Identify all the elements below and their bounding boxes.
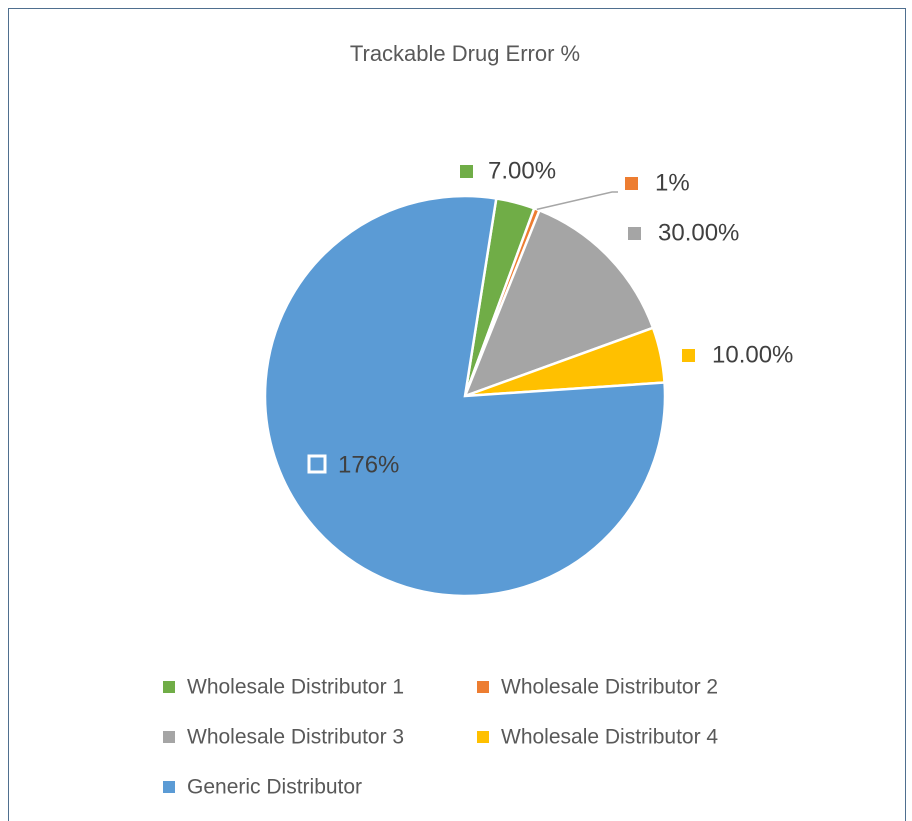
data-label: 7.00% — [488, 157, 556, 184]
legend-label: Wholesale Distributor 3 — [187, 726, 404, 749]
data-label: 176% — [338, 451, 399, 478]
label-marker — [307, 454, 327, 474]
data-labels: 7.00% 1% 30.00% 10.00% 176% — [307, 157, 793, 478]
data-label: 10.00% — [712, 341, 793, 368]
legend: Wholesale Distributor 1 Wholesale Distrib… — [163, 676, 718, 799]
legend-swatch — [163, 781, 175, 793]
data-label: 1% — [655, 169, 690, 196]
pie — [263, 194, 667, 598]
legend-label: Wholesale Distributor 4 — [501, 726, 718, 749]
pie-slice — [263, 194, 667, 598]
legend-label: Wholesale Distributor 1 — [187, 676, 404, 699]
label-marker — [460, 165, 473, 178]
label-marker — [682, 349, 695, 362]
legend-label: Generic Distributor — [187, 776, 362, 799]
label-marker — [625, 177, 638, 190]
pie-slice — [462, 208, 655, 399]
legend-swatch — [477, 681, 489, 693]
chart-title: Trackable Drug Error % — [350, 41, 580, 66]
data-label: 30.00% — [658, 219, 739, 246]
legend-swatch — [163, 681, 175, 693]
leader-line — [536, 191, 618, 211]
legend-swatch — [477, 731, 489, 743]
chart-border — [8, 8, 906, 821]
legend-swatch — [163, 731, 175, 743]
legend-label: Wholesale Distributor 2 — [501, 676, 718, 699]
label-marker — [628, 227, 641, 240]
